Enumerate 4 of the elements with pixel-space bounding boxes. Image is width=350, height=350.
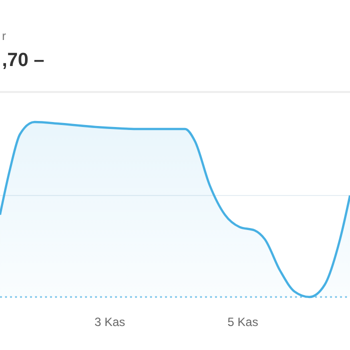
chart-title: ,70 – <box>2 50 44 71</box>
x-tick-label: 5 Kas <box>228 315 258 329</box>
text: r <box>2 29 6 43</box>
x-tick-label: 3 Kas <box>94 315 126 329</box>
